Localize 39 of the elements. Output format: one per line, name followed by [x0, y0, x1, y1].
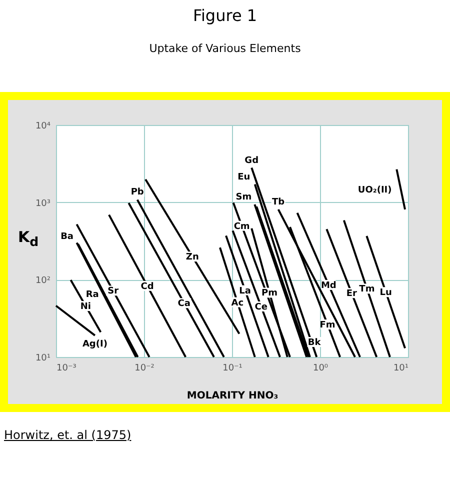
- series-label: La: [239, 286, 251, 296]
- text: Horwitz, et. al (1975): [4, 428, 132, 442]
- y-tick-label: 10¹: [35, 354, 51, 364]
- series-label: Zn: [186, 252, 199, 263]
- series-label: Tm: [359, 284, 375, 295]
- chart-subtitle: Uptake of Various Elements: [148, 42, 302, 55]
- y-tick-label: 10²: [35, 276, 51, 286]
- series-label: Ba: [60, 232, 74, 242]
- series-label: Tb: [272, 197, 286, 208]
- series-label: Ni: [80, 302, 92, 312]
- y-tick-label: 10³: [35, 198, 51, 209]
- x-tick-label: 10⁻²: [134, 364, 155, 374]
- series-label: Ac: [231, 298, 244, 308]
- series-label: Er: [346, 289, 358, 300]
- series-label: Bk: [308, 338, 322, 348]
- y-axis-title: K$_{d}$: [18, 228, 39, 249]
- series-label: Ra: [86, 290, 99, 300]
- x-tick-label: 10⁻¹: [222, 364, 243, 374]
- series-label: UO₂(II): [358, 185, 392, 196]
- x-tick-label: 10⁻³: [56, 364, 77, 374]
- series-label: Pb: [130, 188, 144, 198]
- series-label: Ca: [178, 299, 190, 310]
- series-label: Cd: [140, 282, 154, 292]
- x-axis-title: MOLARITY HNO₃: [186, 390, 278, 402]
- y-tick-label: 10⁴: [35, 122, 51, 132]
- series-label: Lu: [380, 288, 392, 298]
- series-label: Cm: [234, 222, 250, 232]
- series-label: Fm: [320, 320, 336, 330]
- series-label: Eu: [238, 172, 250, 182]
- chart-title: Figure 1: [192, 6, 258, 25]
- series-label: Sm: [236, 192, 252, 202]
- series-label: Pm: [262, 288, 278, 299]
- series-label: Md: [320, 280, 336, 291]
- series-label: Gd: [244, 156, 259, 166]
- series-label: Ce: [254, 302, 268, 312]
- series-label: Sr: [108, 286, 120, 297]
- x-tick-label: 10¹: [393, 364, 409, 374]
- series-label: Ag(I): [82, 339, 108, 350]
- x-tick-label: 10⁰: [312, 364, 328, 374]
